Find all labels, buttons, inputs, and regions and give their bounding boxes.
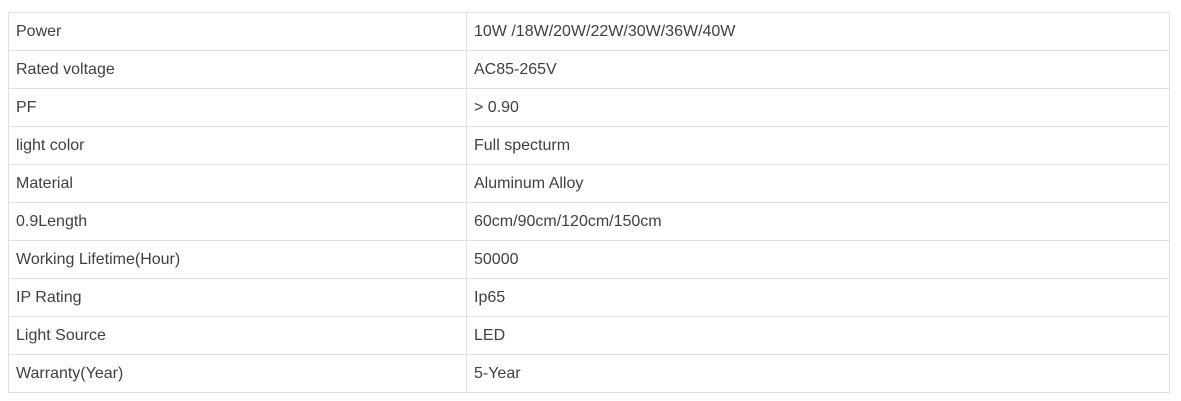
table-row-working-lifetime: Working Lifetime(Hour) 50000 bbox=[8, 240, 1170, 279]
table-row-power: Power 10W /18W/20W/22W/30W/36W/40W bbox=[8, 12, 1170, 51]
spec-value: 5-Year bbox=[466, 354, 1170, 393]
spec-label: 0.9Length bbox=[8, 202, 467, 241]
table-row-ip-rating: IP Rating Ip65 bbox=[8, 278, 1170, 317]
spec-label: light color bbox=[8, 126, 467, 165]
spec-label: Warranty(Year) bbox=[8, 354, 467, 393]
spec-value: 10W /18W/20W/22W/30W/36W/40W bbox=[466, 12, 1170, 51]
spec-table-body: Power 10W /18W/20W/22W/30W/36W/40W Rated… bbox=[8, 12, 1170, 393]
table-row-rated-voltage: Rated voltage AC85-265V bbox=[8, 50, 1170, 89]
spec-label: Working Lifetime(Hour) bbox=[8, 240, 467, 279]
spec-value: 60cm/90cm/120cm/150cm bbox=[466, 202, 1170, 241]
spec-value: Aluminum Alloy bbox=[466, 164, 1170, 203]
spec-label: Rated voltage bbox=[8, 50, 467, 89]
spec-table: Power 10W /18W/20W/22W/30W/36W/40W Rated… bbox=[8, 12, 1170, 393]
spec-label: PF bbox=[8, 88, 467, 127]
table-row-material: Material Aluminum Alloy bbox=[8, 164, 1170, 203]
table-row-light-color: light color Full specturm bbox=[8, 126, 1170, 165]
spec-label: Light Source bbox=[8, 316, 467, 355]
table-row-length: 0.9Length 60cm/90cm/120cm/150cm bbox=[8, 202, 1170, 241]
spec-value: Full specturm bbox=[466, 126, 1170, 165]
spec-value: AC85-265V bbox=[466, 50, 1170, 89]
spec-value: Ip65 bbox=[466, 278, 1170, 317]
spec-value: LED bbox=[466, 316, 1170, 355]
spec-label: Material bbox=[8, 164, 467, 203]
table-row-pf: PF > 0.90 bbox=[8, 88, 1170, 127]
spec-value: 50000 bbox=[466, 240, 1170, 279]
spec-value: > 0.90 bbox=[466, 88, 1170, 127]
spec-label: IP Rating bbox=[8, 278, 467, 317]
table-row-light-source: Light Source LED bbox=[8, 316, 1170, 355]
spec-label: Power bbox=[8, 12, 467, 51]
table-row-warranty: Warranty(Year) 5-Year bbox=[8, 354, 1170, 393]
